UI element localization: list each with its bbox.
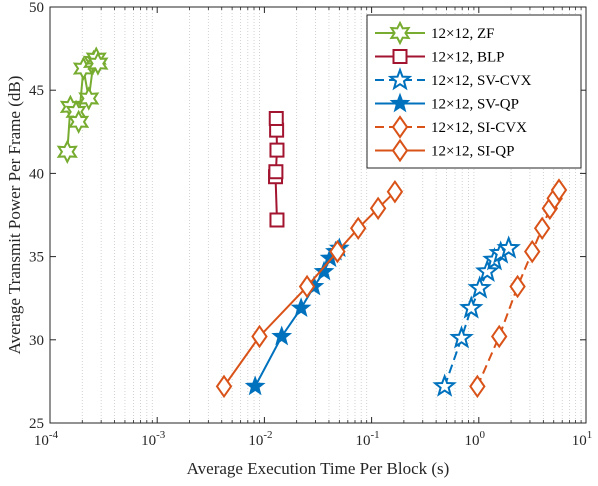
series-0: [56, 46, 109, 164]
y-tick-label: 50: [29, 0, 44, 16]
x-tick-label: 10-2: [248, 429, 272, 449]
tick-labels: 10-4 10-3 10-2 10-1 100 101 25 30 35 40 45 50: [29, 0, 592, 449]
y-axis-label: Average Transmit Power Per Frame (dB): [5, 76, 24, 355]
data-point: [490, 324, 508, 349]
data-point: [469, 374, 486, 399]
legend-marker: [391, 115, 409, 139]
legend-marker: [389, 20, 411, 46]
data-point: [509, 274, 526, 299]
series-1: [268, 110, 285, 228]
legend-marker: [391, 138, 409, 163]
legend-entry: 12×12, SI-CVX: [375, 115, 527, 139]
data-point: [533, 216, 551, 241]
series-2: [432, 235, 521, 397]
legend-label: 12×12, SV-CVX: [431, 73, 532, 89]
data-point: [271, 325, 293, 346]
data-point: [329, 239, 346, 264]
x-tick-label: 101: [572, 429, 593, 449]
legend-entry: 12×12, SI-QP: [375, 138, 514, 163]
data-point: [268, 110, 284, 126]
x-axis-label: Average Execution Time Per Block (s): [187, 459, 450, 478]
legend-marker: [387, 67, 413, 91]
legend-label: 12×12, ZF: [431, 26, 494, 42]
data-point: [56, 139, 78, 164]
data-point: [244, 375, 266, 396]
legend: 12×12, ZF 12×12, BLP 12×12, SV-CVX 12×12, S…: [366, 14, 582, 169]
data-point: [475, 258, 500, 282]
y-tick-label: 40: [29, 166, 44, 182]
data-point: [269, 212, 285, 228]
y-tick-label: 45: [29, 83, 44, 99]
data-point: [298, 274, 316, 299]
data-point: [251, 324, 268, 349]
legend-marker: [389, 92, 411, 113]
series-5: [215, 179, 404, 399]
data-point: [496, 235, 521, 259]
data-point: [459, 295, 484, 319]
data-point: [550, 178, 568, 202]
legend-entry: 12×12, ZF: [375, 20, 494, 46]
legend-label: 12×12, SI-CVX: [431, 120, 527, 136]
data-point: [313, 260, 335, 281]
data-point: [349, 216, 367, 241]
y-tick-label: 30: [29, 333, 44, 349]
data-point: [523, 239, 541, 264]
data-point: [87, 51, 109, 76]
legend-entry: 12×12, SV-QP: [375, 92, 519, 113]
data-point: [269, 142, 285, 158]
data-point: [432, 373, 457, 397]
legend-label: 12×12, BLP: [431, 50, 504, 66]
series-4: [469, 178, 568, 399]
data-point: [290, 297, 312, 318]
data-point: [68, 109, 90, 135]
axes: [49, 6, 587, 424]
y-tick-label: 35: [29, 250, 44, 266]
legend-label: 12×12, SV-QP: [431, 97, 519, 113]
legend-entry: 12×12, BLP: [375, 49, 504, 66]
series-layer: [56, 46, 568, 399]
legend-marker: [392, 49, 408, 64]
plot-frame: [49, 6, 587, 424]
data-point: [449, 325, 474, 349]
x-tick-label: 10-1: [356, 429, 380, 449]
x-tick-label: 10-4: [34, 429, 59, 449]
legend-entry: 12×12, SV-CVX: [375, 67, 532, 91]
legend-label: 12×12, SI-QP: [431, 144, 514, 160]
x-tick-label: 10-3: [141, 429, 166, 449]
y-tick-label: 25: [29, 416, 44, 432]
data-point: [386, 179, 404, 204]
data-point: [78, 86, 100, 111]
data-point: [467, 275, 492, 299]
legend-box: [366, 14, 582, 169]
x-tick-label: 100: [465, 429, 486, 449]
data-point: [215, 374, 233, 399]
data-point: [369, 196, 387, 221]
data-point: [268, 164, 284, 180]
